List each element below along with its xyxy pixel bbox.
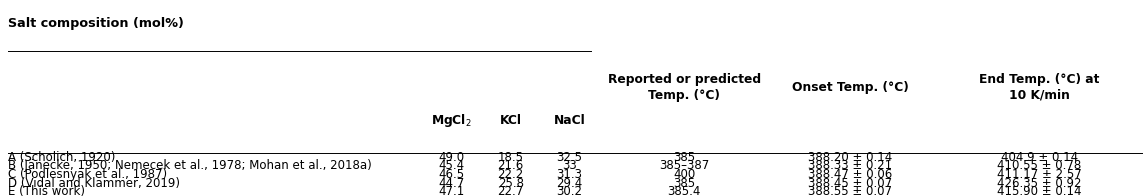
Text: 47.1: 47.1 — [439, 185, 464, 196]
Text: 46.5: 46.5 — [439, 168, 464, 181]
Text: 21.6: 21.6 — [498, 159, 523, 172]
Text: MgCl$_2$: MgCl$_2$ — [431, 112, 472, 129]
Text: 22.2: 22.2 — [498, 168, 523, 181]
Text: End Temp. (°C) at
10 K/min: End Temp. (°C) at 10 K/min — [979, 73, 1099, 102]
Text: NaCl: NaCl — [554, 114, 585, 127]
Text: 404.9 ± 0.14: 404.9 ± 0.14 — [1001, 151, 1077, 164]
Text: 31.3: 31.3 — [556, 168, 583, 181]
Text: 385.4: 385.4 — [668, 185, 701, 196]
Text: 49.0: 49.0 — [439, 151, 464, 164]
Text: 400: 400 — [673, 168, 695, 181]
Text: Onset Temp. (°C): Onset Temp. (°C) — [792, 81, 908, 94]
Text: 385: 385 — [673, 151, 695, 164]
Text: 45.4: 45.4 — [439, 159, 464, 172]
Text: 385: 385 — [673, 177, 695, 190]
Text: Salt composition (mol%): Salt composition (mol%) — [8, 17, 184, 30]
Text: C (Podlesnyak et al., 1987): C (Podlesnyak et al., 1987) — [8, 168, 167, 181]
Text: 30.2: 30.2 — [556, 185, 583, 196]
Text: 426.35 ± 0.92: 426.35 ± 0.92 — [997, 177, 1081, 190]
Text: 32.5: 32.5 — [556, 151, 583, 164]
Text: Reported or predicted
Temp. (°C): Reported or predicted Temp. (°C) — [608, 73, 760, 102]
Text: 25.8: 25.8 — [498, 177, 523, 190]
Text: 44.7: 44.7 — [439, 177, 464, 190]
Text: D (Vidal and Klammer, 2019): D (Vidal and Klammer, 2019) — [8, 177, 180, 190]
Text: 415.90 ± 0.14: 415.90 ± 0.14 — [997, 185, 1081, 196]
Text: 385–387: 385–387 — [660, 159, 709, 172]
Text: 388.55 ± 0.07: 388.55 ± 0.07 — [808, 185, 892, 196]
Text: 411.17 ± 2.57: 411.17 ± 2.57 — [996, 168, 1082, 181]
Text: 388.20 ± 0.14: 388.20 ± 0.14 — [808, 151, 892, 164]
Text: 29.4: 29.4 — [556, 177, 583, 190]
Text: 388.47 ± 0.06: 388.47 ± 0.06 — [808, 168, 892, 181]
Text: B (Jänecke, 1950; Nemecek et al., 1978; Mohan et al., 2018a): B (Jänecke, 1950; Nemecek et al., 1978; … — [8, 159, 372, 172]
Text: 22.7: 22.7 — [498, 185, 523, 196]
Text: 388.45 ± 0.07: 388.45 ± 0.07 — [808, 177, 892, 190]
Text: 18.5: 18.5 — [498, 151, 523, 164]
Text: 388.33 ± 0.21: 388.33 ± 0.21 — [808, 159, 892, 172]
Text: KCl: KCl — [499, 114, 522, 127]
Text: A (Scholich, 1920): A (Scholich, 1920) — [8, 151, 116, 164]
Text: E (This work): E (This work) — [8, 185, 85, 196]
Text: 33: 33 — [562, 159, 577, 172]
Text: 410.55 ± 0.78: 410.55 ± 0.78 — [997, 159, 1081, 172]
